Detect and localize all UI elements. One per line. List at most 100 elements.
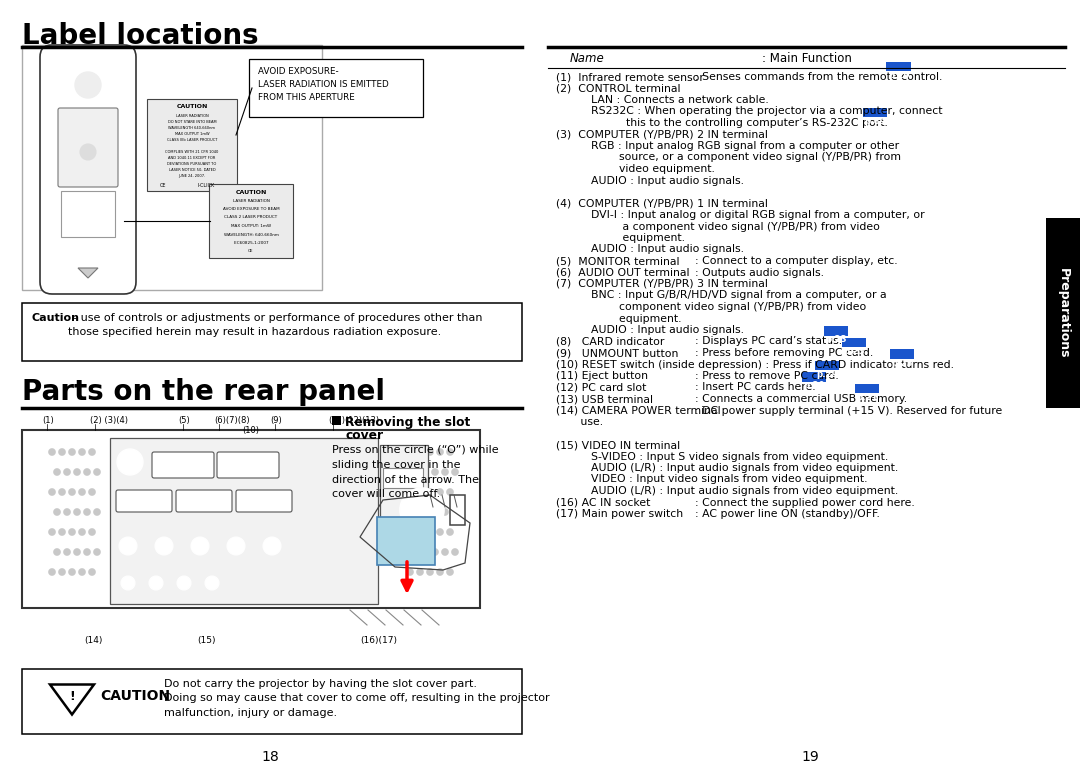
Text: I·CLICK: I·CLICK (198, 183, 215, 188)
Circle shape (432, 468, 438, 475)
Text: : Outputs audio signals.: : Outputs audio signals. (696, 268, 824, 278)
Circle shape (406, 488, 414, 495)
Text: (13) USB terminal: (13) USB terminal (556, 394, 653, 404)
Text: (9)   UNMOUNT button: (9) UNMOUNT button (556, 348, 678, 358)
Circle shape (427, 488, 433, 495)
Circle shape (49, 449, 55, 456)
FancyBboxPatch shape (116, 490, 172, 512)
Circle shape (79, 449, 85, 456)
FancyBboxPatch shape (22, 45, 322, 290)
Text: AUDIO (L/R) : Input audio signals from video equipment.: AUDIO (L/R) : Input audio signals from v… (556, 486, 899, 496)
FancyBboxPatch shape (22, 430, 480, 608)
Text: : AC power line ON (standby)/OFF.: : AC power line ON (standby)/OFF. (696, 509, 880, 519)
Circle shape (446, 529, 454, 536)
Text: (5)  MONITOR terminal: (5) MONITOR terminal (556, 256, 679, 266)
Text: Do not carry the projector by having the slot cover part.
Doing so may cause tha: Do not carry the projector by having the… (164, 679, 550, 718)
Text: DO NOT STARE INTO BEAM: DO NOT STARE INTO BEAM (167, 120, 216, 124)
FancyBboxPatch shape (60, 191, 114, 237)
FancyBboxPatch shape (110, 438, 378, 604)
Circle shape (442, 468, 448, 475)
Text: video equipment.: video equipment. (556, 164, 715, 174)
Text: cover: cover (345, 429, 383, 442)
Text: : Connects a commercial USB memory.: : Connects a commercial USB memory. (696, 394, 910, 404)
FancyBboxPatch shape (801, 372, 826, 382)
Text: CAUTION: CAUTION (176, 104, 207, 109)
Text: : Connect the supplied power cord here.: : Connect the supplied power cord here. (696, 497, 915, 507)
Text: Parts on the rear panel: Parts on the rear panel (22, 378, 384, 406)
Circle shape (94, 468, 100, 475)
Text: : Press to remove PC card.: : Press to remove PC card. (696, 371, 842, 381)
Circle shape (64, 508, 70, 516)
Circle shape (432, 549, 438, 555)
Text: AUDIO : Input audio signals.: AUDIO : Input audio signals. (556, 244, 744, 255)
Circle shape (58, 529, 66, 536)
Text: (6)(7)(8): (6)(7)(8) (214, 416, 249, 425)
Circle shape (58, 488, 66, 495)
Text: IEC60825-1:2007: IEC60825-1:2007 (233, 241, 269, 245)
Circle shape (79, 568, 85, 575)
Text: (14): (14) (84, 636, 103, 645)
Circle shape (436, 449, 444, 456)
Text: AUDIO : Input audio signals.: AUDIO : Input audio signals. (556, 175, 744, 185)
Text: (1): (1) (42, 416, 54, 425)
Circle shape (427, 529, 433, 536)
Circle shape (89, 488, 95, 495)
FancyBboxPatch shape (217, 452, 279, 478)
Text: AUDIO (L/R) : Input audio signals from video equipment.: AUDIO (L/R) : Input audio signals from v… (556, 463, 899, 473)
Text: AUDIO : Input audio signals.: AUDIO : Input audio signals. (556, 325, 744, 335)
FancyBboxPatch shape (855, 384, 879, 393)
Text: LASER RADIATION: LASER RADIATION (176, 114, 208, 118)
Text: MAX OUTPUT: 1mW: MAX OUTPUT: 1mW (231, 224, 271, 228)
FancyBboxPatch shape (22, 669, 522, 734)
Text: (2) (3)(4): (2) (3)(4) (90, 416, 129, 425)
Circle shape (442, 549, 448, 555)
Text: Removing the slot: Removing the slot (345, 416, 470, 429)
Text: (11) Eject button: (11) Eject button (556, 371, 648, 381)
Circle shape (58, 449, 66, 456)
Text: a component video signal (Y/PB/PR) from video: a component video signal (Y/PB/PR) from … (556, 221, 880, 231)
Text: component video signal (Y/PB/PR) from video: component video signal (Y/PB/PR) from vi… (556, 302, 866, 312)
Circle shape (421, 468, 429, 475)
Text: p.21: p.21 (856, 393, 878, 402)
Circle shape (73, 468, 81, 475)
Text: LASER RADIATION: LASER RADIATION (232, 198, 269, 202)
Circle shape (411, 549, 419, 555)
Circle shape (68, 488, 76, 495)
Circle shape (54, 508, 60, 516)
Circle shape (436, 529, 444, 536)
Circle shape (227, 537, 245, 555)
FancyBboxPatch shape (863, 108, 888, 117)
Text: : Senses commands from the remote control.: : Senses commands from the remote contro… (696, 72, 946, 82)
Text: BNC : Input G/B/R/HD/VD signal from a computer, or a: BNC : Input G/B/R/HD/VD signal from a co… (556, 291, 887, 301)
Text: 18: 18 (261, 750, 279, 763)
Circle shape (442, 508, 448, 516)
Circle shape (89, 449, 95, 456)
Text: : Press before removing PC card.: : Press before removing PC card. (696, 348, 877, 358)
Text: equipment.: equipment. (556, 233, 685, 243)
Text: Label locations: Label locations (22, 22, 258, 50)
Text: CLASS 2 LASER PRODUCT: CLASS 2 LASER PRODUCT (225, 215, 278, 220)
Circle shape (432, 508, 438, 516)
Text: p.20: p.20 (888, 71, 909, 80)
Text: (16)(17): (16)(17) (360, 636, 397, 645)
Circle shape (117, 449, 143, 475)
Circle shape (411, 468, 419, 475)
Circle shape (149, 576, 163, 590)
Text: AVOID EXPOSURE-
LASER RADIATION IS EMITTED
FROM THIS APERTURE: AVOID EXPOSURE- LASER RADIATION IS EMITT… (258, 67, 389, 101)
Text: (8)   CARD indicator: (8) CARD indicator (556, 336, 664, 346)
FancyBboxPatch shape (249, 59, 423, 117)
Circle shape (436, 568, 444, 575)
FancyBboxPatch shape (890, 349, 914, 359)
Circle shape (83, 468, 91, 475)
FancyBboxPatch shape (332, 416, 341, 425)
Text: : DC power supply terminal (+15 V). Reserved for future: : DC power supply terminal (+15 V). Rese… (696, 405, 1002, 416)
Circle shape (68, 529, 76, 536)
FancyBboxPatch shape (58, 108, 118, 187)
Text: this to the controlling computer’s RS-232C port.: this to the controlling computer’s RS-23… (556, 118, 891, 128)
Circle shape (54, 468, 60, 475)
FancyBboxPatch shape (237, 490, 292, 512)
Text: (17) Main power switch: (17) Main power switch (556, 509, 684, 519)
Text: Preparations: Preparations (1056, 268, 1069, 359)
Text: VIDEO : Input video signals from video equipment.: VIDEO : Input video signals from video e… (556, 475, 867, 485)
Circle shape (156, 537, 173, 555)
